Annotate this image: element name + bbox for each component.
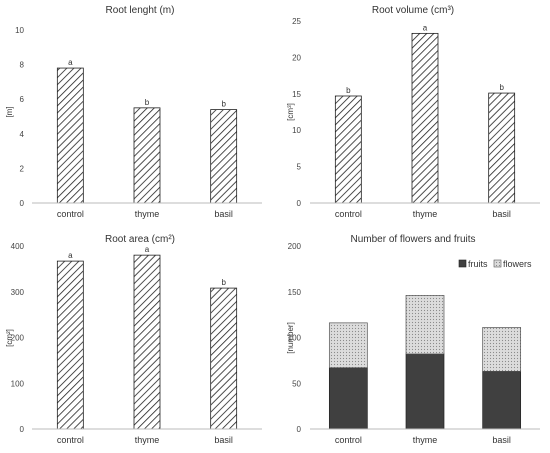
x-tick-labels: control thyme basil [335,209,511,219]
x-tick-label-basil: basil [214,435,233,445]
bar-thyme [133,107,161,204]
y-tick-label: 2 [20,164,25,173]
legend-swatch-fruits [458,259,467,268]
legend-label-fruits: fruits [468,259,488,269]
legend-label-flowers: flowers [503,259,532,269]
chart-flowers-fruits: Number of flowers and fruits [number] 0 5… [286,234,540,445]
significance-label-basil: b [221,100,226,109]
significance-label-control: a [68,251,73,260]
significance-label-thyme: b [145,98,150,107]
bar-flowers-control [328,322,368,369]
bar-thyme [133,254,161,430]
x-tick-labels: control thyme basil [57,209,233,219]
y-axis-label: [cm²] [5,329,14,347]
y-axis-label: [cm³] [286,103,295,121]
x-tick-label-thyme: thyme [413,435,438,445]
y-tick-label: 6 [20,95,25,104]
bar-control [334,95,362,204]
y-tick-label: 0 [297,199,302,208]
bar-control [56,260,84,430]
significance-label-thyme: a [423,23,428,32]
bar-fruits-basil [482,371,522,430]
chart-title: Root volume (cm³) [372,5,454,16]
y-tick-label: 300 [11,288,25,297]
x-tick-label-control: control [335,435,362,445]
bars: b a b [334,23,516,204]
x-tick-label-basil: basil [492,209,511,219]
bar-basil [210,287,238,430]
chart-title: Root lenght (m) [106,5,175,16]
x-tick-label-basil: basil [214,209,233,219]
y-tick-label: 5 [297,163,302,172]
legend: fruits flowers [458,259,532,269]
x-tick-label-control: control [57,435,84,445]
y-tick-label: 100 [11,379,25,388]
x-tick-label-control: control [335,209,362,219]
significance-label-basil: b [499,83,504,92]
x-tick-labels: control thyme basil [57,435,233,445]
significance-label-basil: b [221,278,226,287]
bar-fruits-thyme [405,353,445,430]
legend-swatch-flowers [493,259,502,268]
bar-basil [210,109,238,204]
bars: a a b [56,245,238,430]
x-tick-labels: control thyme basil [335,435,511,445]
y-ticks: 0 100 200 300 400 [11,242,25,434]
bars: a b b [56,58,238,204]
bar-flowers-thyme [405,295,445,355]
y-tick-label: 8 [20,61,25,70]
bars [328,295,522,430]
y-axis-label: [m] [5,106,14,117]
bar-thyme [411,32,439,204]
y-tick-label: 200 [288,242,302,251]
y-tick-label: 20 [292,53,301,62]
chart-title: Number of flowers and fruits [350,234,475,245]
y-tick-label: 0 [20,199,25,208]
y-ticks: 0 5 10 15 20 25 [292,17,301,208]
y-tick-label: 200 [11,334,25,343]
bar-control [56,67,84,204]
x-tick-label-basil: basil [492,435,511,445]
y-axis-label: [number] [286,322,295,354]
y-tick-label: 100 [288,334,302,343]
chart-title: Root area (cm²) [105,234,175,245]
significance-label-control: a [68,58,73,67]
y-tick-label: 15 [292,90,301,99]
y-tick-label: 10 [15,26,24,35]
significance-label-thyme: a [145,245,150,254]
y-tick-label: 400 [11,242,25,251]
chart-root-volume: Root volume (cm³) [cm³] 0 5 10 15 20 25 b a b c… [286,5,540,219]
x-tick-label-control: control [57,209,84,219]
y-tick-label: 0 [20,425,25,434]
bar-flowers-basil [482,327,522,372]
x-tick-label-thyme: thyme [413,209,438,219]
bar-fruits-control [328,367,368,430]
y-tick-label: 150 [288,288,302,297]
bar-basil [488,92,516,204]
y-ticks: 0 50 100 150 200 [288,242,302,434]
x-tick-label-thyme: thyme [135,435,160,445]
x-tick-label-thyme: thyme [135,209,160,219]
y-tick-label: 0 [297,425,302,434]
significance-label-control: b [346,86,351,95]
y-tick-label: 10 [292,126,301,135]
chart-root-length: Root lenght (m) [m] 0 2 4 6 8 10 a b b control t… [5,5,262,219]
y-tick-label: 4 [20,130,25,139]
y-tick-label: 25 [292,17,301,26]
y-tick-label: 50 [292,379,301,388]
y-ticks: 0 2 4 6 8 10 [15,26,24,208]
